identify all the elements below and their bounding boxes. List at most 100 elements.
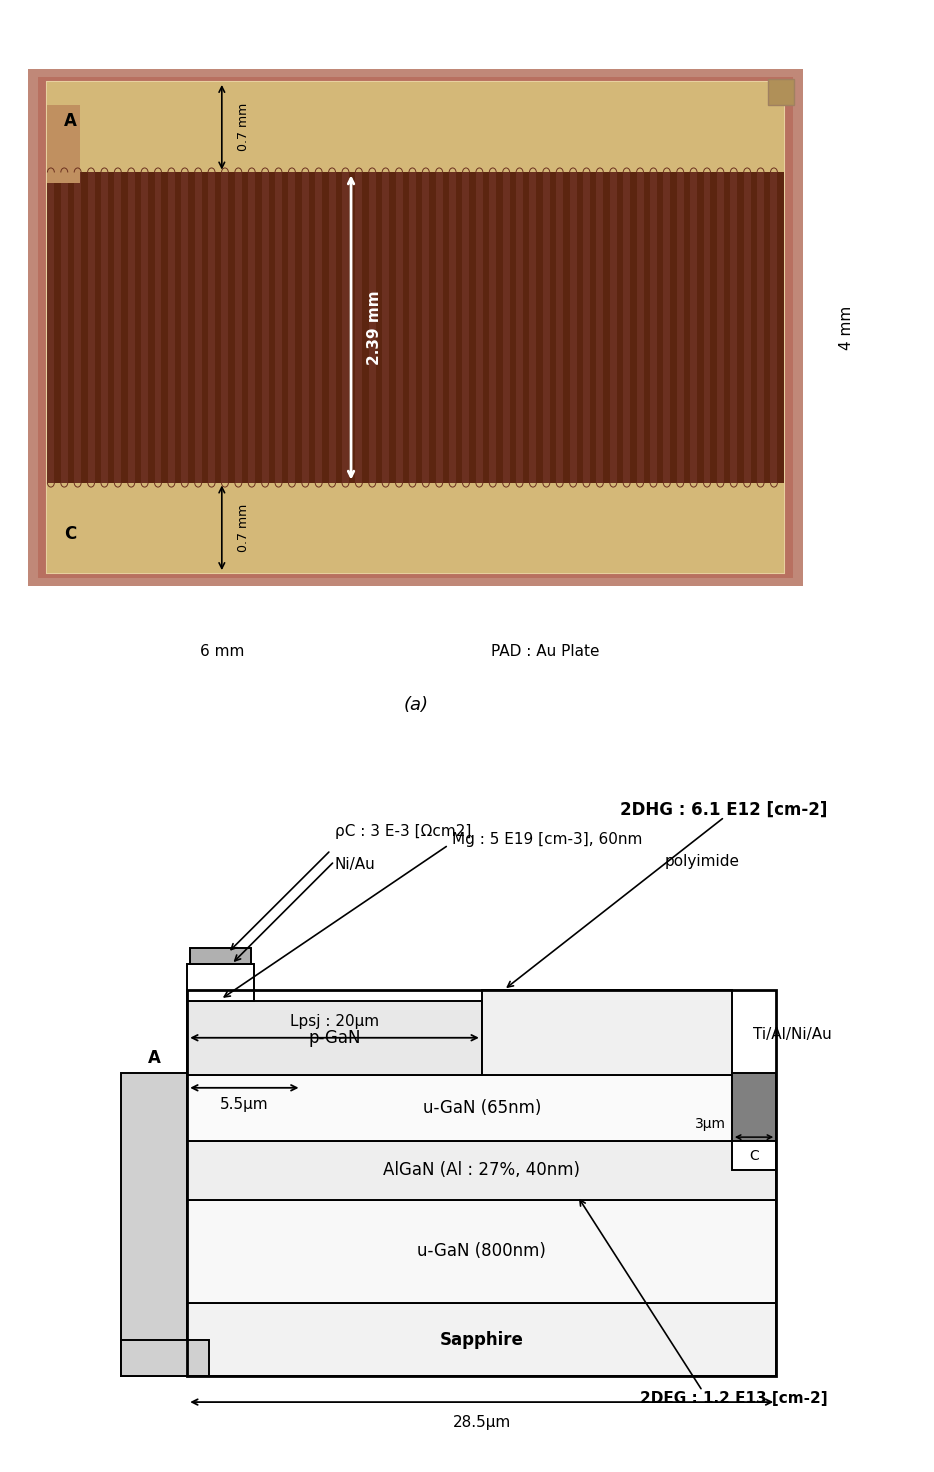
Text: 28.5μm: 28.5μm [453,1416,511,1431]
Bar [342,172,349,483]
Text: Ni/Au: Ni/Au [334,857,375,873]
Text: 5.5μm: 5.5μm [220,1097,269,1111]
Bar [395,172,403,483]
Bar [121,1073,188,1376]
Text: A: A [64,112,78,130]
Bar [191,948,250,964]
Bar [489,172,496,483]
Bar [769,79,794,106]
Text: 6 mm: 6 mm [200,645,244,659]
Bar [329,172,335,483]
Text: PAD : Au Plate: PAD : Au Plate [490,645,599,659]
Text: u-GaN (65nm): u-GaN (65nm) [422,1098,541,1117]
Text: C: C [749,1148,759,1163]
Bar [409,172,416,483]
Bar [663,172,671,483]
Text: p-GaN: p-GaN [308,1029,361,1047]
Bar [315,172,322,483]
Bar [422,172,430,483]
Bar [732,1073,776,1141]
Bar [382,172,389,483]
Bar [570,172,576,483]
Bar [757,172,764,483]
Bar [530,172,536,483]
Bar [462,172,470,483]
Bar [302,172,309,483]
Bar [114,172,121,483]
Bar [732,1141,776,1170]
Bar [597,172,603,483]
Text: Ti/Al/Ni/Au: Ti/Al/Ni/Au [753,1026,831,1042]
Bar [717,172,724,483]
Bar [141,172,149,483]
Bar [449,172,456,483]
Text: polyimide: polyimide [665,854,740,868]
Bar [48,172,784,483]
Text: AlGaN (Al : 27%, 40nm): AlGaN (Al : 27%, 40nm) [383,1161,580,1179]
Bar [188,1075,776,1141]
Bar [517,172,523,483]
Bar [703,172,711,483]
Bar [502,172,510,483]
Text: u-GaN (800nm): u-GaN (800nm) [417,1242,546,1260]
Bar [221,172,229,483]
Bar [128,172,134,483]
Bar [650,172,657,483]
Bar [355,172,362,483]
Bar [610,172,616,483]
Text: 3μm: 3μm [695,1117,726,1130]
Bar [74,172,81,483]
Bar [188,964,253,1001]
Text: Mg : 5 E19 [cm-3], 60nm: Mg : 5 E19 [cm-3], 60nm [452,832,643,846]
Bar [677,172,684,483]
Bar [188,1200,776,1303]
Bar [275,172,282,483]
Bar [543,172,550,483]
Text: Lpsj : 20μm: Lpsj : 20μm [290,1014,379,1029]
Bar [369,172,375,483]
Text: 0.7 mm: 0.7 mm [237,503,250,552]
Bar [188,1001,482,1075]
Text: 4 mm: 4 mm [840,305,855,350]
Bar [48,483,784,573]
Bar [194,172,202,483]
Bar [154,172,162,483]
Bar [482,989,732,1075]
Text: A: A [148,1050,161,1067]
Bar [436,172,443,483]
Text: (a): (a) [403,696,428,714]
Bar [121,1340,209,1376]
Bar [188,1303,776,1376]
Bar [48,82,784,172]
Bar [168,172,175,483]
Bar [234,172,242,483]
Bar [557,172,563,483]
Bar [208,172,215,483]
Bar [476,172,483,483]
Text: 2DEG : 1.2 E13 [cm-2]: 2DEG : 1.2 E13 [cm-2] [640,1391,828,1406]
Bar [583,172,590,483]
Text: 2DHG : 6.1 E12 [cm-2]: 2DHG : 6.1 E12 [cm-2] [620,801,828,818]
Bar [48,172,54,483]
Bar [289,172,295,483]
Bar [623,172,630,483]
Bar [730,172,737,483]
Bar [771,172,777,483]
Bar [637,172,644,483]
Text: 2.39 mm: 2.39 mm [366,290,381,365]
Text: C: C [64,526,77,543]
Bar [262,172,269,483]
Bar [188,1141,776,1200]
Bar [101,172,108,483]
Bar [88,172,94,483]
Bar [690,172,697,483]
Bar [248,172,255,483]
Bar [48,106,79,183]
Text: ρC : 3 E-3 [Ωcm2]: ρC : 3 E-3 [Ωcm2] [334,824,471,839]
Text: Sapphire: Sapphire [440,1331,524,1348]
Text: 0.7 mm: 0.7 mm [237,103,250,152]
Bar [743,172,751,483]
Bar [181,172,189,483]
Bar [188,989,776,1376]
Bar [61,172,68,483]
